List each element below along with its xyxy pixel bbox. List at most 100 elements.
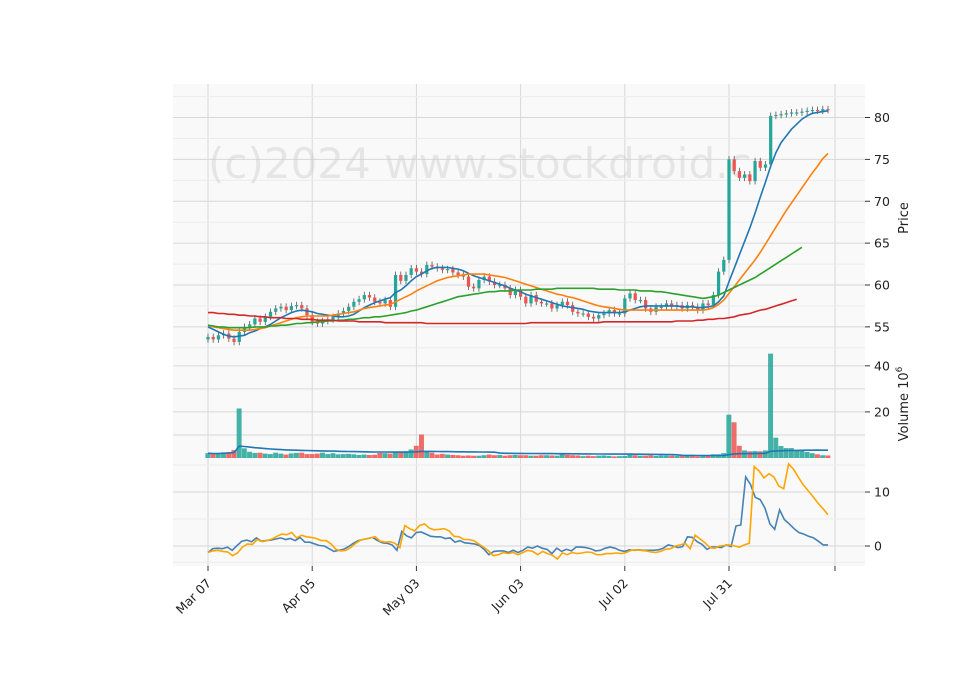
- volume-bar: [783, 448, 789, 458]
- volume-bar: [247, 451, 253, 458]
- volume-bar: [637, 455, 643, 458]
- candle-body: [743, 174, 747, 178]
- volume-axis-label: Volume 106: [895, 366, 912, 441]
- volume-bar: [205, 453, 211, 458]
- volume-bar: [283, 454, 289, 458]
- candle-body: [769, 115, 773, 165]
- volume-bar: [486, 454, 492, 458]
- candle-body: [456, 272, 460, 275]
- candle-body: [560, 301, 564, 306]
- candle-body: [670, 303, 674, 307]
- volume-bar: [377, 452, 383, 458]
- candle-body: [821, 109, 825, 111]
- candle-body: [711, 295, 715, 306]
- volume-bar: [299, 452, 305, 458]
- candle-body: [789, 112, 794, 114]
- volume-bar: [648, 455, 654, 458]
- volume-bar: [387, 453, 393, 458]
- candle-body: [498, 285, 502, 287]
- volume-bar: [262, 453, 268, 458]
- volume-bar: [231, 450, 237, 458]
- volume-bar: [799, 450, 805, 458]
- x-axis-tick-label: Jul 02: [595, 576, 631, 612]
- candle-body: [451, 269, 455, 273]
- candle-body: [419, 271, 424, 275]
- volume-bar: [809, 453, 815, 458]
- volume-bar: [663, 455, 669, 458]
- candle-body: [722, 259, 726, 272]
- candle-body: [242, 326, 247, 332]
- volume-bar: [705, 455, 711, 458]
- x-axis-tick-label: Apr 05: [278, 576, 318, 616]
- volume-bar: [351, 454, 357, 458]
- volume-bar: [622, 455, 628, 458]
- volume-bar: [601, 455, 607, 458]
- volume-bar: [434, 454, 440, 458]
- volume-bar: [762, 450, 768, 458]
- candle-body: [597, 315, 601, 319]
- candle-body: [289, 305, 293, 311]
- candle-body: [508, 288, 512, 296]
- volume-bar: [669, 455, 675, 458]
- indicator-lines: [207, 462, 829, 561]
- volume-bar: [419, 434, 424, 458]
- candle-body: [331, 316, 335, 320]
- candle-body: [518, 290, 523, 297]
- candle-body: [612, 310, 617, 314]
- candle-body: [581, 313, 585, 315]
- candle-body: [388, 300, 392, 307]
- volume-bar: [481, 455, 487, 458]
- candle-body: [779, 114, 783, 116]
- volume-bar: [523, 455, 529, 458]
- candle-body: [696, 306, 700, 311]
- volume-bar: [293, 452, 299, 458]
- candle-body: [529, 295, 533, 304]
- candle-body: [633, 293, 637, 301]
- volume-bar: [590, 456, 596, 458]
- volume-bar: [554, 455, 560, 458]
- candle-body: [638, 300, 643, 302]
- candle-body: [430, 264, 434, 267]
- volume-bar: [585, 455, 591, 458]
- volume-bar: [773, 437, 779, 458]
- volume-bar: [320, 452, 325, 458]
- candle-body: [362, 295, 366, 300]
- volume-bar: [226, 452, 232, 458]
- candle-body: [654, 306, 658, 312]
- volume-bar: [445, 454, 451, 458]
- volume-bar: [497, 455, 503, 458]
- candle-body: [232, 338, 236, 342]
- candle-body: [701, 303, 705, 311]
- volume-bar: [606, 455, 612, 458]
- volume-bar: [752, 451, 758, 458]
- candle-body: [576, 311, 580, 314]
- volume-bar: [794, 450, 800, 458]
- volume-average-line: [207, 445, 828, 457]
- volume-bar: [736, 445, 742, 458]
- volume-bar: [325, 454, 331, 458]
- candle-body: [545, 303, 549, 305]
- volume-bar: [653, 455, 659, 458]
- candle-body: [706, 303, 710, 306]
- candle-body: [383, 300, 387, 304]
- volume-axis-label-text: Volume 10: [897, 372, 912, 441]
- volume-bar: [392, 452, 398, 458]
- volume-axis-label-exponent: 6: [895, 366, 905, 372]
- moving-average-line-4: [208, 298, 797, 325]
- candle-body: [258, 318, 262, 322]
- volume-bar: [533, 455, 539, 458]
- candle-body: [748, 174, 752, 182]
- candle-body: [826, 109, 830, 111]
- x-axis-tick-label: Jun 03: [488, 576, 527, 615]
- volume-bar: [408, 449, 414, 458]
- volume-bar: [366, 455, 372, 458]
- candle-body: [263, 316, 267, 322]
- x-axis-tick-label: May 03: [380, 576, 423, 619]
- candle-body: [336, 313, 340, 317]
- volume-bar: [398, 452, 404, 458]
- price-panel-background: [173, 84, 865, 352]
- volume-bar: [372, 454, 378, 458]
- volume-bar: [570, 455, 576, 458]
